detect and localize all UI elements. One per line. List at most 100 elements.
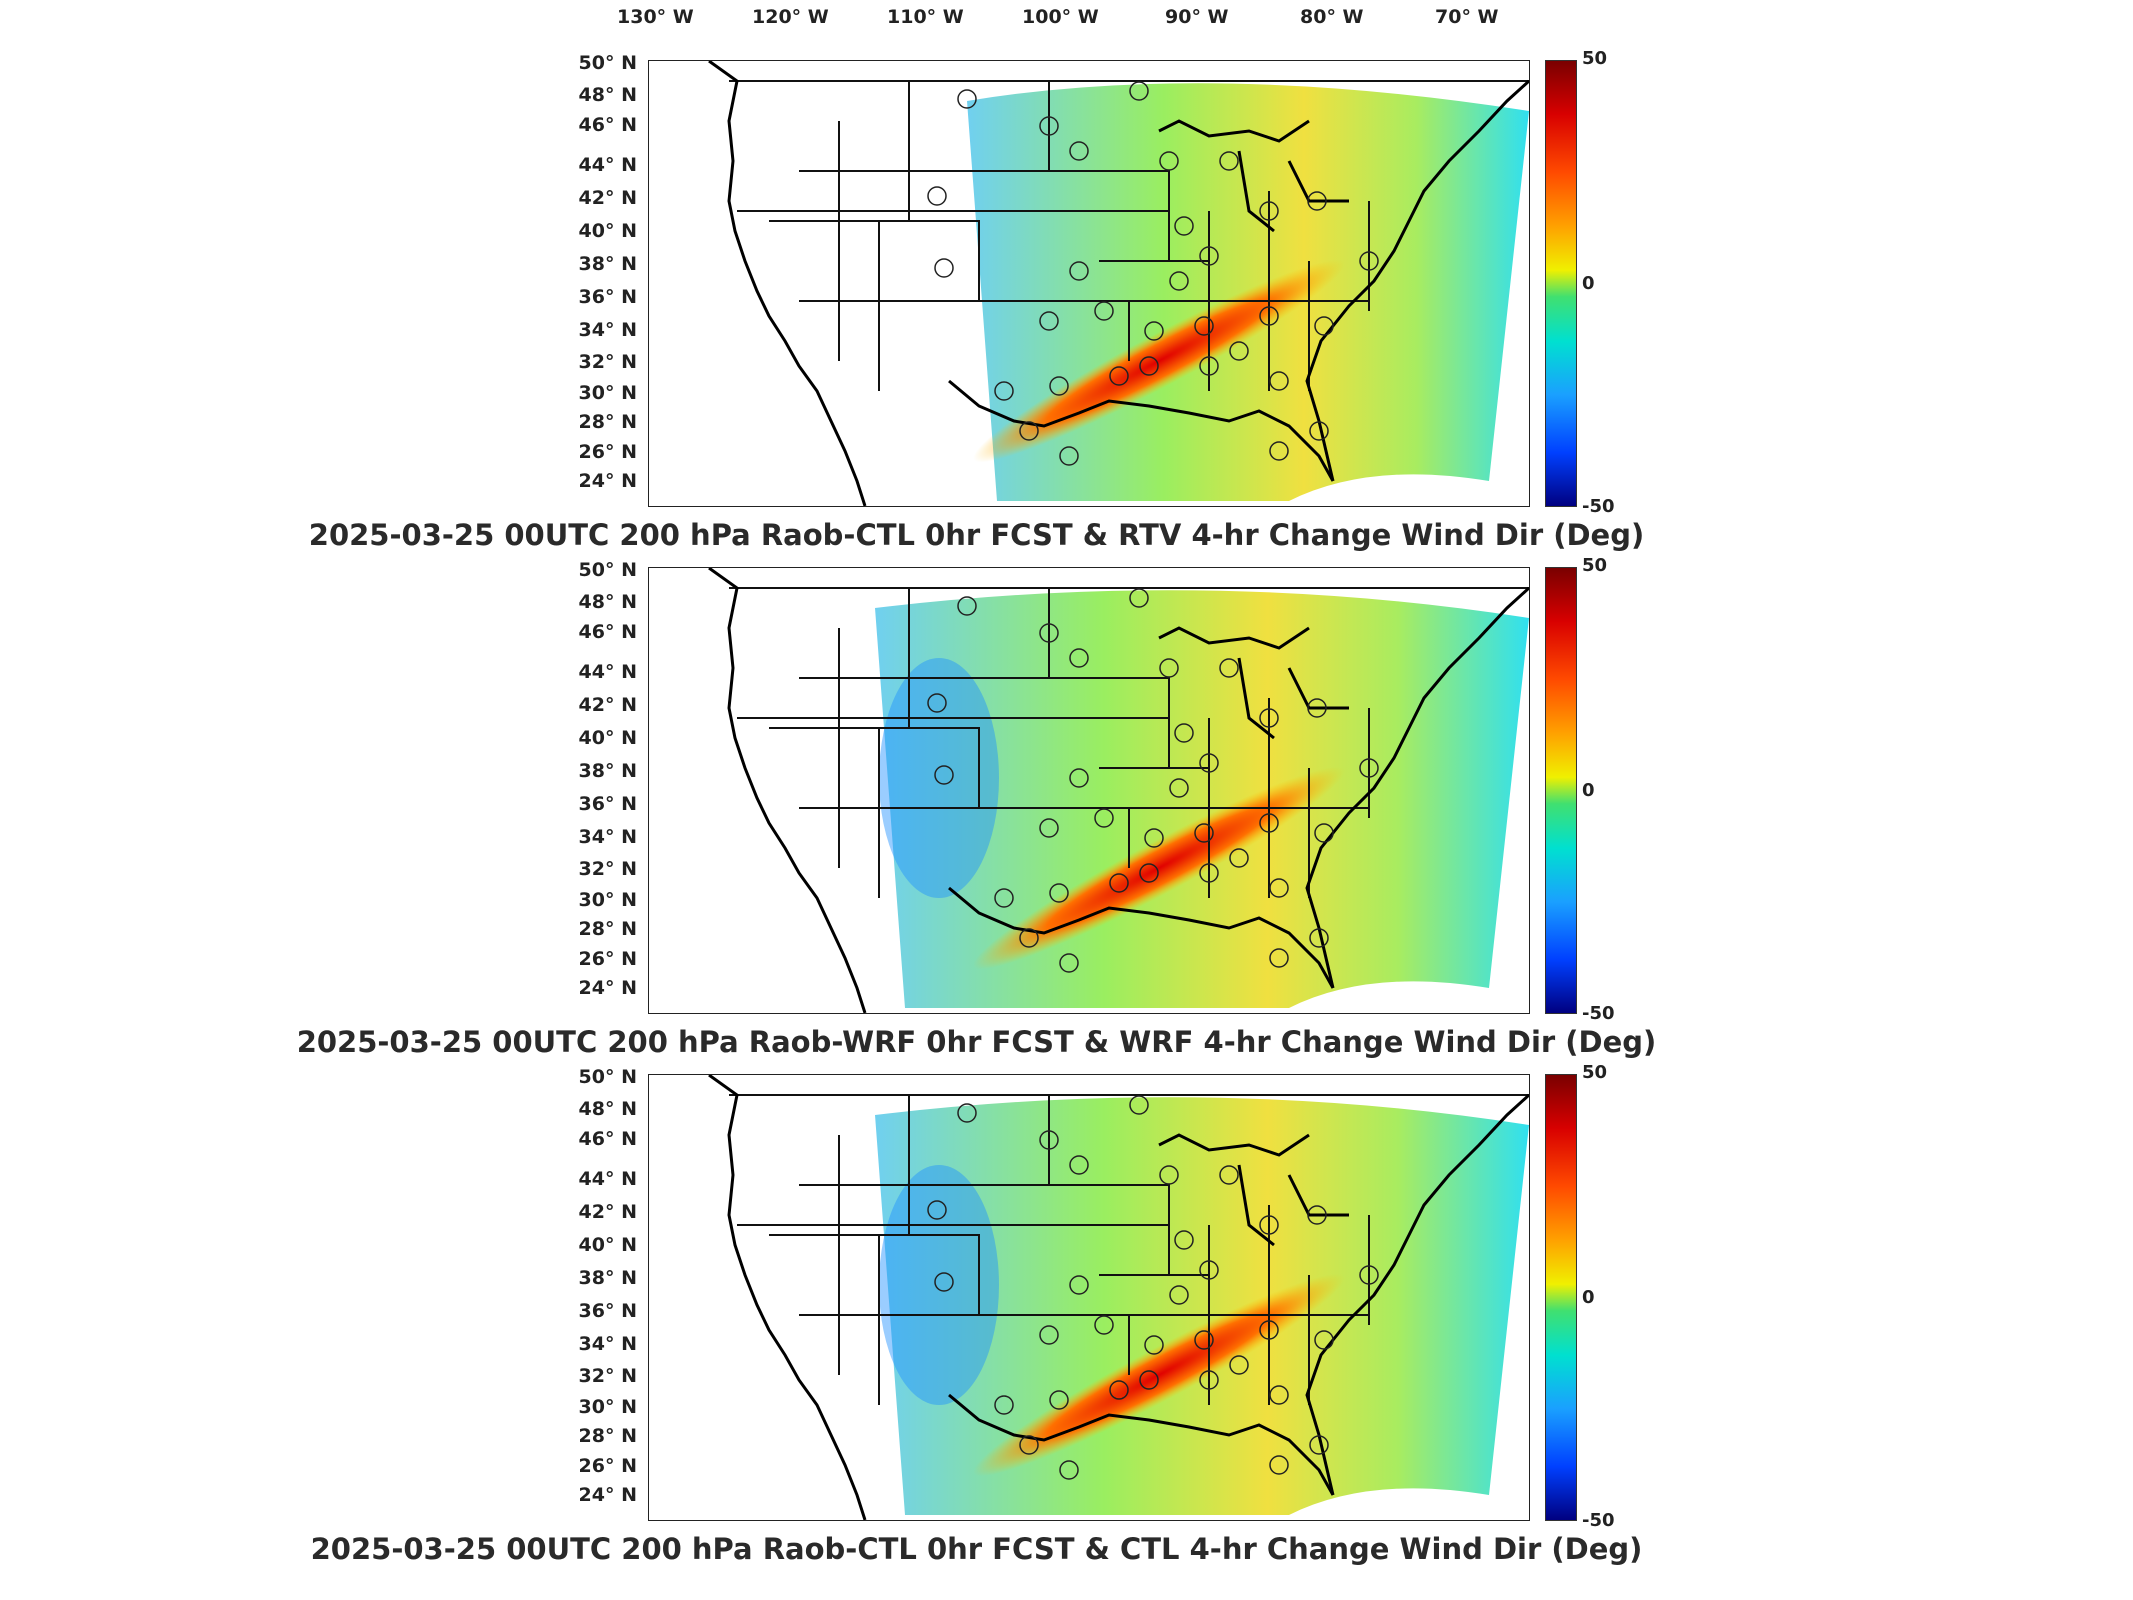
raob-station-marker[interactable] bbox=[1359, 758, 1379, 778]
raob-station-marker[interactable] bbox=[1194, 1330, 1214, 1350]
raob-station-marker[interactable] bbox=[1039, 1130, 1059, 1150]
raob-station-marker[interactable] bbox=[1269, 371, 1289, 391]
raob-station-marker[interactable] bbox=[1129, 588, 1149, 608]
raob-station-marker[interactable] bbox=[957, 596, 977, 616]
raob-station-marker[interactable] bbox=[1129, 81, 1149, 101]
raob-station-marker[interactable] bbox=[1307, 1205, 1327, 1225]
raob-station-marker[interactable] bbox=[1359, 1265, 1379, 1285]
raob-station-marker[interactable] bbox=[1059, 446, 1079, 466]
lat-label: 46° N bbox=[578, 621, 637, 643]
raob-station-marker[interactable] bbox=[1269, 1385, 1289, 1405]
raob-station-marker[interactable] bbox=[1229, 848, 1249, 868]
raob-station-marker[interactable] bbox=[1109, 873, 1129, 893]
raob-station-marker[interactable] bbox=[1059, 953, 1079, 973]
raob-station-marker[interactable] bbox=[1049, 376, 1069, 396]
raob-station-marker[interactable] bbox=[1094, 808, 1114, 828]
raob-station-marker[interactable] bbox=[1039, 1325, 1059, 1345]
raob-station-marker[interactable] bbox=[927, 186, 947, 206]
raob-station-marker[interactable] bbox=[1174, 216, 1194, 236]
raob-station-marker[interactable] bbox=[1269, 878, 1289, 898]
raob-station-marker[interactable] bbox=[1259, 201, 1279, 221]
raob-station-marker[interactable] bbox=[1159, 658, 1179, 678]
raob-station-marker[interactable] bbox=[927, 1200, 947, 1220]
raob-station-marker[interactable] bbox=[1199, 246, 1219, 266]
raob-station-marker[interactable] bbox=[1259, 813, 1279, 833]
raob-station-marker[interactable] bbox=[1307, 698, 1327, 718]
raob-station-marker[interactable] bbox=[1314, 1330, 1334, 1350]
map-plot[interactable] bbox=[648, 1074, 1530, 1521]
raob-station-marker[interactable] bbox=[994, 1395, 1014, 1415]
raob-station-marker[interactable] bbox=[1144, 321, 1164, 341]
raob-station-marker[interactable] bbox=[1199, 753, 1219, 773]
raob-station-marker[interactable] bbox=[1269, 1455, 1289, 1475]
raob-station-marker[interactable] bbox=[1259, 708, 1279, 728]
raob-station-marker[interactable] bbox=[1019, 1435, 1039, 1455]
raob-station-marker[interactable] bbox=[1169, 1285, 1189, 1305]
raob-station-marker[interactable] bbox=[1049, 883, 1069, 903]
raob-station-marker[interactable] bbox=[934, 258, 954, 278]
raob-station-marker[interactable] bbox=[1159, 151, 1179, 171]
raob-station-marker[interactable] bbox=[1039, 311, 1059, 331]
raob-station-marker[interactable] bbox=[1229, 1355, 1249, 1375]
raob-station-marker[interactable] bbox=[1049, 1390, 1069, 1410]
raob-station-marker[interactable] bbox=[934, 1272, 954, 1292]
raob-station-marker[interactable] bbox=[1314, 823, 1334, 843]
raob-station-marker[interactable] bbox=[1269, 948, 1289, 968]
raob-station-marker[interactable] bbox=[994, 888, 1014, 908]
raob-station-marker[interactable] bbox=[1069, 141, 1089, 161]
raob-station-marker[interactable] bbox=[1229, 341, 1249, 361]
raob-station-marker[interactable] bbox=[1199, 1260, 1219, 1280]
raob-station-marker[interactable] bbox=[1094, 1315, 1114, 1335]
raob-station-marker[interactable] bbox=[1069, 1155, 1089, 1175]
raob-station-marker[interactable] bbox=[1219, 151, 1239, 171]
raob-station-marker[interactable] bbox=[994, 381, 1014, 401]
raob-station-marker[interactable] bbox=[1069, 648, 1089, 668]
raob-station-marker[interactable] bbox=[1159, 1165, 1179, 1185]
raob-station-marker[interactable] bbox=[1139, 863, 1159, 883]
map-plot[interactable] bbox=[648, 567, 1530, 1014]
raob-station-marker[interactable] bbox=[1139, 356, 1159, 376]
raob-station-marker[interactable] bbox=[1019, 421, 1039, 441]
raob-station-marker[interactable] bbox=[1194, 823, 1214, 843]
raob-station-marker[interactable] bbox=[1259, 1320, 1279, 1340]
raob-station-marker[interactable] bbox=[1094, 301, 1114, 321]
raob-station-marker[interactable] bbox=[1219, 658, 1239, 678]
raob-station-marker[interactable] bbox=[1219, 1165, 1239, 1185]
raob-station-marker[interactable] bbox=[1144, 1335, 1164, 1355]
raob-station-marker[interactable] bbox=[957, 1103, 977, 1123]
raob-station-marker[interactable] bbox=[1069, 261, 1089, 281]
raob-station-marker[interactable] bbox=[1059, 1460, 1079, 1480]
raob-station-marker[interactable] bbox=[1359, 251, 1379, 271]
raob-station-marker[interactable] bbox=[1199, 863, 1219, 883]
raob-station-marker[interactable] bbox=[1139, 1370, 1159, 1390]
raob-station-marker[interactable] bbox=[1109, 1380, 1129, 1400]
raob-station-marker[interactable] bbox=[1194, 316, 1214, 336]
raob-station-marker[interactable] bbox=[1169, 778, 1189, 798]
raob-station-marker[interactable] bbox=[1169, 271, 1189, 291]
raob-station-marker[interactable] bbox=[1259, 1215, 1279, 1235]
raob-station-marker[interactable] bbox=[1039, 116, 1059, 136]
map-plot[interactable] bbox=[648, 60, 1530, 507]
raob-station-marker[interactable] bbox=[1307, 191, 1327, 211]
raob-station-marker[interactable] bbox=[1069, 1275, 1089, 1295]
raob-station-marker[interactable] bbox=[1019, 928, 1039, 948]
raob-station-marker[interactable] bbox=[957, 89, 977, 109]
raob-station-marker[interactable] bbox=[1309, 421, 1329, 441]
raob-station-marker[interactable] bbox=[1259, 306, 1279, 326]
raob-station-marker[interactable] bbox=[1199, 1370, 1219, 1390]
raob-station-marker[interactable] bbox=[1109, 366, 1129, 386]
raob-station-marker[interactable] bbox=[927, 693, 947, 713]
raob-station-marker[interactable] bbox=[1309, 928, 1329, 948]
raob-station-marker[interactable] bbox=[1129, 1095, 1149, 1115]
raob-station-marker[interactable] bbox=[1039, 623, 1059, 643]
raob-station-marker[interactable] bbox=[934, 765, 954, 785]
raob-station-marker[interactable] bbox=[1199, 356, 1219, 376]
raob-station-marker[interactable] bbox=[1039, 818, 1059, 838]
raob-station-marker[interactable] bbox=[1174, 1230, 1194, 1250]
raob-station-marker[interactable] bbox=[1309, 1435, 1329, 1455]
raob-station-marker[interactable] bbox=[1144, 828, 1164, 848]
raob-station-marker[interactable] bbox=[1314, 316, 1334, 336]
raob-station-marker[interactable] bbox=[1269, 441, 1289, 461]
raob-station-marker[interactable] bbox=[1174, 723, 1194, 743]
raob-station-marker[interactable] bbox=[1069, 768, 1089, 788]
